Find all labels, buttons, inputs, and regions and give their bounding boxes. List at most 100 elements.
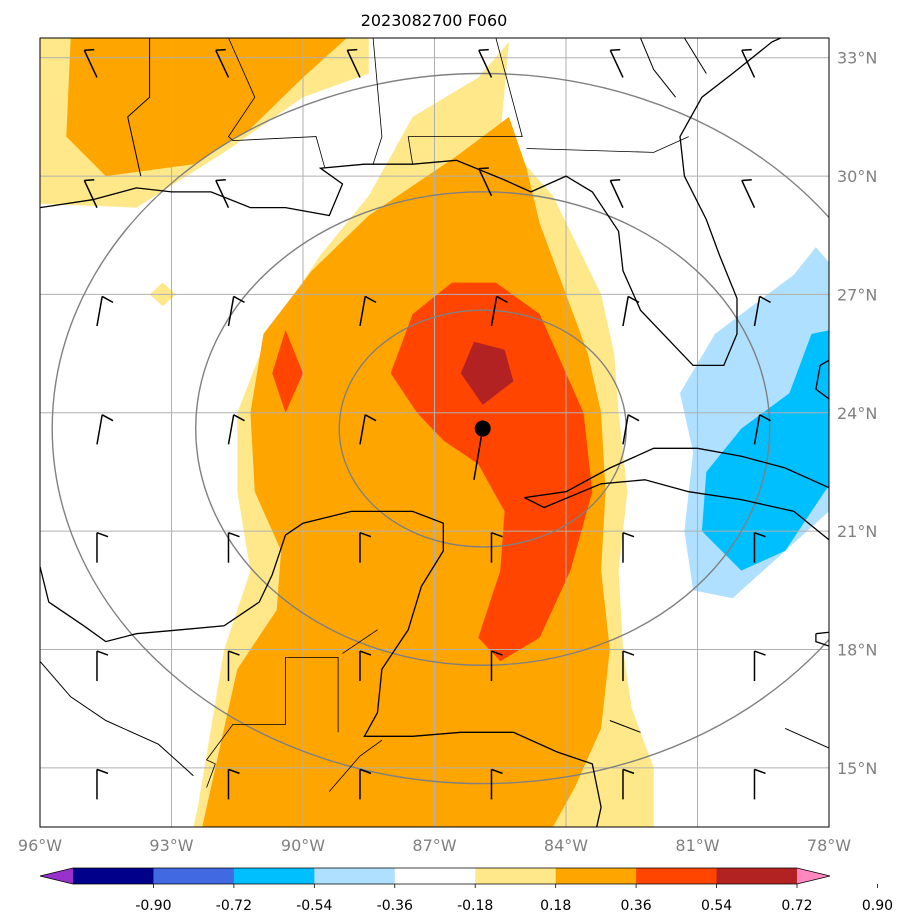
colorbar-tick-label: 0.72: [781, 898, 812, 914]
wind-barb-33: [227, 650, 240, 682]
colorbar-tick-label: -0.36: [377, 898, 413, 914]
wind-barb-1: [215, 48, 230, 78]
colorbar-cell: [555, 868, 637, 884]
coastline-0: [40, 38, 782, 367]
border-5: [342, 629, 378, 654]
map-frame: [39, 37, 830, 828]
lat-lon-grid: [40, 38, 829, 827]
wind-barb-2: [346, 48, 361, 78]
colorbar-cell: [716, 868, 798, 884]
latitude-tick-labels: 15°N 18°N 21°N 24°N 27°N 30°N 33°N: [837, 49, 877, 778]
contour-region-5: [390, 282, 593, 662]
contour-region-7: [460, 341, 514, 405]
colorbar-tick-label: 0.36: [621, 898, 652, 914]
filled-contours: [40, 38, 829, 827]
colorbar-tick-label: 0.54: [701, 898, 732, 914]
colorbar: -0.90 -0.72 -0.54 -0.36 -0.18 0.18 0.36 0.54 0.7…: [39, 867, 893, 914]
wind-barb-43: [622, 768, 635, 800]
coastline-2: [524, 447, 829, 541]
lat-tick-label: 15°N: [837, 759, 877, 778]
contour-region-9: [701, 330, 829, 571]
lat-tick-label: 30°N: [837, 167, 877, 186]
coast-segment-1: [683, 38, 707, 74]
wind-barb-39: [96, 768, 109, 800]
wind-barb-29: [622, 531, 635, 563]
wind-barb-10: [609, 179, 624, 208]
coast-segment-5: [609, 720, 641, 733]
wind-barb-16: [490, 295, 508, 327]
lon-tick-label: 93°W: [149, 836, 193, 855]
wind-barbs: [83, 48, 771, 800]
colorbar-cell: [73, 868, 154, 884]
range-rings: [51, 72, 829, 785]
wind-barb-34: [359, 650, 372, 682]
wind-barb-20: [227, 414, 245, 445]
wind-barb-28: [490, 531, 503, 563]
wind-barb-17: [622, 295, 640, 327]
colorbar-cell: [475, 868, 557, 884]
wind-barb-0: [83, 48, 98, 78]
wind-barb-32: [96, 650, 109, 682]
colorbar-min-arrow: [40, 868, 73, 884]
colorbar-tick-label: -0.54: [296, 898, 332, 914]
wind-barb-22: [622, 414, 640, 445]
wind-barb-13: [96, 295, 114, 327]
lat-tick-label: 24°N: [837, 404, 877, 423]
colorbar-cell: [636, 868, 718, 884]
range-ring-1: [195, 191, 771, 666]
border-0: [227, 38, 326, 169]
wind-barb-30: [753, 531, 766, 563]
lon-tick-label: 78°W: [807, 836, 851, 855]
colorbar-cell: [153, 868, 235, 884]
colorbar-cell: [314, 868, 396, 884]
lon-tick-label: 81°W: [675, 836, 719, 855]
colorbar-tick-label: 0.18: [540, 898, 571, 914]
storm-track: [473, 428, 484, 480]
colorbar-cell: [233, 868, 315, 884]
contour-region-6: [272, 329, 303, 413]
wind-barb-19: [96, 414, 114, 445]
lon-tick-label: 90°W: [281, 836, 325, 855]
colorbar-tick-label: 0.90: [862, 898, 893, 914]
contour-region-4: [66, 38, 347, 177]
border-3: [526, 136, 689, 153]
wind-barb-27: [359, 531, 372, 563]
colorbar-outline: [39, 867, 831, 885]
wind-barb-9: [478, 167, 493, 197]
wind-barb-40: [227, 768, 240, 800]
colorbar-tick-label: -0.72: [216, 898, 252, 914]
lon-tick-label: 87°W: [412, 836, 456, 855]
wind-barb-44: [753, 768, 766, 800]
wind-barb-37: [753, 650, 766, 682]
wind-barb-7: [83, 179, 98, 208]
chart-title: 2023082700 F060: [361, 11, 508, 30]
lat-tick-label: 27°N: [837, 285, 877, 304]
wind-barb-36: [622, 650, 635, 682]
coastlines: [40, 38, 829, 827]
border-6: [328, 739, 383, 792]
border-1: [372, 38, 383, 165]
border-2: [407, 38, 523, 165]
wind-barb-26: [227, 531, 240, 563]
storm-center: [473, 420, 491, 480]
wind-barb-25: [96, 531, 109, 563]
wind-barb-15: [359, 295, 377, 327]
longitude-tick-labels: 96°W 93°W 90°W 87°W 84°W 81°W 78°W: [18, 836, 851, 855]
wind-barb-35: [490, 650, 503, 682]
wind-barb-4: [609, 48, 624, 78]
lon-tick-label: 84°W: [544, 836, 588, 855]
wind-barb-18: [753, 295, 771, 327]
border-4: [205, 657, 339, 788]
lat-tick-label: 33°N: [837, 49, 877, 68]
coastline-4: [815, 309, 829, 400]
lon-tick-label: 96°W: [18, 836, 62, 855]
colorbar-tick-label: -0.90: [135, 898, 171, 914]
wind-barb-42: [490, 768, 503, 800]
wind-barb-21: [359, 414, 377, 445]
coast-segment-0: [127, 38, 151, 177]
wind-barb-3: [478, 48, 493, 78]
coast-segment-3: [40, 660, 194, 777]
coast-segment-4: [784, 727, 829, 749]
map-area: [40, 38, 829, 827]
